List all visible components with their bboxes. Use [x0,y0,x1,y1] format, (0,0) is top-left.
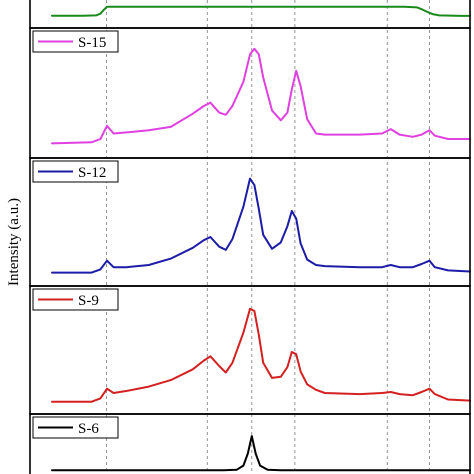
panel-frame [29,0,471,29]
legend-s-6: S-6 [32,416,119,439]
series-line-s-6 [51,435,471,472]
y-axis-label: Intensity (a.u.) [6,198,22,286]
legend-label: S-15 [78,35,106,51]
reference-gridlines [106,0,430,474]
legend-box [32,30,119,53]
legend-box [32,288,119,311]
legend-box [32,160,119,183]
legend-s-15: S-15 [32,30,119,53]
legend-s-9: S-9 [32,288,119,311]
legend-box [32,416,119,439]
panel-s-12: S-12 [29,157,471,287]
legend-label: S-6 [78,421,99,437]
panels: S-15 S-12 S-9 S-6 [29,0,471,474]
legend-label: S-12 [78,165,106,181]
panel-frame [29,413,471,474]
panel-s-9: S-9 [29,285,471,415]
series-line-s-9 [51,307,471,403]
series-line-top-partial [51,5,471,17]
panel-s-6: S-6 [29,413,471,474]
legend-s-12: S-12 [32,160,119,183]
panel-s-15: S-15 [29,27,471,159]
legend-label: S-9 [78,293,99,309]
series-line-s-12 [51,177,471,274]
series-line-s-15 [51,47,471,145]
panel-top-partial [29,0,471,29]
